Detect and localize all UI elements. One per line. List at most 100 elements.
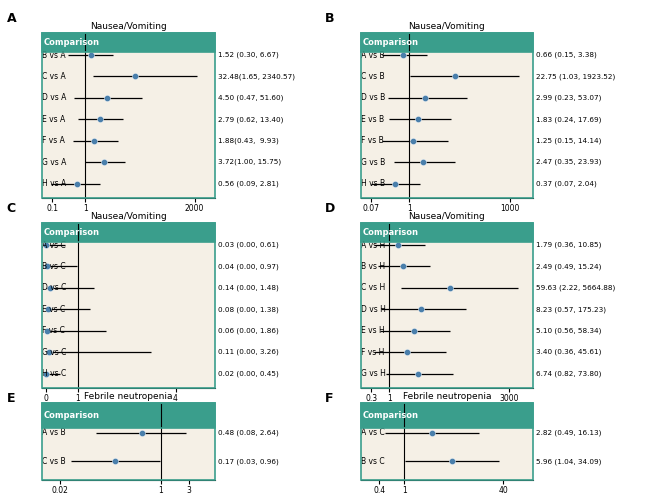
Text: 0.06 (0.00, 1.86): 0.06 (0.00, 1.86) — [218, 328, 279, 334]
Text: Odds Ratio (95% CrI): Odds Ratio (95% CrI) — [536, 228, 630, 236]
Text: A vs B: A vs B — [361, 50, 384, 59]
Bar — [42, 402, 214, 428]
Text: 2.99 (0.23, 53.07): 2.99 (0.23, 53.07) — [536, 94, 602, 101]
Text: F vs A: F vs A — [42, 136, 65, 145]
Title: Febrile neutropenia: Febrile neutropenia — [402, 392, 491, 401]
Bar — [42, 222, 214, 242]
Text: Odds Ratio (95% CrI): Odds Ratio (95% CrI) — [218, 38, 312, 46]
Text: 3.72(1.00, 15.75): 3.72(1.00, 15.75) — [218, 159, 281, 166]
Bar — [42, 32, 214, 198]
Text: H vs A: H vs A — [42, 179, 66, 188]
Text: Comparison: Comparison — [363, 38, 419, 46]
Text: B vs H: B vs H — [361, 262, 385, 271]
Bar — [361, 32, 533, 52]
Text: 2.47 (0.35, 23.93): 2.47 (0.35, 23.93) — [536, 159, 602, 166]
Bar — [361, 402, 533, 428]
Text: 2.82 (0.49, 16.13): 2.82 (0.49, 16.13) — [536, 430, 602, 436]
Text: G vs H: G vs H — [361, 369, 385, 378]
Text: D: D — [325, 202, 335, 215]
Text: Odds Ratio (95% CrI): Odds Ratio (95% CrI) — [536, 38, 630, 46]
Text: 1.83 (0.24, 17.69): 1.83 (0.24, 17.69) — [536, 116, 602, 122]
Bar — [361, 222, 533, 242]
Bar — [42, 402, 214, 428]
Text: E vs A: E vs A — [42, 115, 66, 124]
Title: Nausea/Vomiting: Nausea/Vomiting — [90, 22, 167, 31]
Text: B vs C: B vs C — [42, 262, 66, 271]
Text: H vs C: H vs C — [42, 369, 66, 378]
Text: E vs H: E vs H — [361, 326, 385, 335]
Text: Odds Ratio (95% CrI): Odds Ratio (95% CrI) — [218, 228, 312, 236]
Text: 0.03 (0.00, 0.61): 0.03 (0.00, 0.61) — [218, 242, 279, 248]
Text: C: C — [6, 202, 16, 215]
Text: D vs B: D vs B — [361, 94, 385, 102]
Text: A vs B: A vs B — [42, 428, 66, 437]
Text: 5.96 (1.04, 34.09): 5.96 (1.04, 34.09) — [536, 458, 602, 464]
Text: 0.56 (0.09, 2.81): 0.56 (0.09, 2.81) — [218, 180, 279, 187]
Text: C vs B: C vs B — [42, 457, 66, 466]
Text: 4.50 (0.47, 51.60): 4.50 (0.47, 51.60) — [218, 94, 283, 101]
Text: 1.25 (0.15, 14.14): 1.25 (0.15, 14.14) — [536, 138, 602, 144]
Text: E vs C: E vs C — [42, 305, 66, 314]
Text: E: E — [6, 392, 15, 406]
Text: E vs B: E vs B — [361, 115, 384, 124]
Text: Comparison: Comparison — [44, 228, 100, 236]
Title: Nausea/Vomiting: Nausea/Vomiting — [90, 212, 167, 221]
Text: 1.79 (0.36, 10.85): 1.79 (0.36, 10.85) — [536, 242, 602, 248]
Text: 22.75 (1.03, 1923.52): 22.75 (1.03, 1923.52) — [536, 73, 616, 80]
Text: 0.08 (0.00, 1.38): 0.08 (0.00, 1.38) — [218, 306, 279, 312]
Bar — [42, 32, 214, 52]
Text: C vs H: C vs H — [361, 284, 385, 292]
Title: Nausea/Vomiting: Nausea/Vomiting — [408, 212, 486, 221]
Text: Comparison: Comparison — [363, 411, 419, 420]
Bar — [42, 32, 214, 52]
Text: 0.14 (0.00, 1.48): 0.14 (0.00, 1.48) — [218, 284, 279, 291]
Text: F vs C: F vs C — [42, 326, 65, 335]
Text: D vs A: D vs A — [42, 94, 66, 102]
Text: F vs B: F vs B — [361, 136, 384, 145]
Text: C vs A: C vs A — [42, 72, 66, 81]
Text: H vs B: H vs B — [361, 179, 385, 188]
Text: A: A — [6, 12, 16, 26]
Text: 2.79 (0.62, 13.40): 2.79 (0.62, 13.40) — [218, 116, 283, 122]
Text: 0.17 (0.03, 0.96): 0.17 (0.03, 0.96) — [218, 458, 279, 464]
Title: Nausea/Vomiting: Nausea/Vomiting — [408, 22, 486, 31]
Bar — [361, 32, 533, 52]
Text: F: F — [325, 392, 333, 406]
Text: F vs H: F vs H — [361, 348, 384, 356]
Text: A vs C: A vs C — [361, 428, 385, 437]
Text: 0.37 (0.07, 2.04): 0.37 (0.07, 2.04) — [536, 180, 597, 187]
Text: A vs C: A vs C — [42, 240, 66, 250]
Text: 8.23 (0.57, 175.23): 8.23 (0.57, 175.23) — [536, 306, 606, 312]
Text: 1.52 (0.30, 6.67): 1.52 (0.30, 6.67) — [218, 52, 279, 58]
Text: D vs H: D vs H — [361, 305, 385, 314]
Text: 0.48 (0.08, 2.64): 0.48 (0.08, 2.64) — [218, 430, 279, 436]
Text: 2.49 (0.49, 15.24): 2.49 (0.49, 15.24) — [536, 263, 602, 270]
Text: G vs C: G vs C — [42, 348, 66, 356]
Bar — [42, 222, 214, 242]
Bar — [42, 402, 214, 480]
Text: Odds Ratio (95% CrI): Odds Ratio (95% CrI) — [218, 411, 312, 420]
Text: A vs H: A vs H — [361, 240, 385, 250]
Text: 0.02 (0.00, 0.45): 0.02 (0.00, 0.45) — [218, 370, 279, 377]
Text: 1.88(0.43,  9.93): 1.88(0.43, 9.93) — [218, 138, 279, 144]
Text: 0.04 (0.00, 0.97): 0.04 (0.00, 0.97) — [218, 263, 279, 270]
Bar — [361, 402, 533, 480]
Bar — [361, 222, 533, 242]
Text: B: B — [325, 12, 335, 26]
Text: B vs A: B vs A — [42, 50, 66, 59]
Text: 0.66 (0.15, 3.38): 0.66 (0.15, 3.38) — [536, 52, 597, 58]
Text: 5.10 (0.56, 58.34): 5.10 (0.56, 58.34) — [536, 328, 602, 334]
Text: Comparison: Comparison — [363, 228, 419, 236]
Text: 0.11 (0.00, 3.26): 0.11 (0.00, 3.26) — [218, 349, 279, 356]
Text: Odds Ratio (95% CrI): Odds Ratio (95% CrI) — [536, 411, 630, 420]
Text: 32.48(1.65, 2340.57): 32.48(1.65, 2340.57) — [218, 73, 295, 80]
Text: 59.63 (2.22, 5664.88): 59.63 (2.22, 5664.88) — [536, 284, 616, 291]
Text: Comparison: Comparison — [44, 38, 100, 46]
Title: Febrile neutropenia: Febrile neutropenia — [84, 392, 173, 401]
Text: B vs C: B vs C — [361, 457, 384, 466]
Text: 6.74 (0.82, 73.80): 6.74 (0.82, 73.80) — [536, 370, 602, 377]
Text: D vs C: D vs C — [42, 284, 66, 292]
Text: G vs B: G vs B — [361, 158, 385, 166]
Bar — [42, 222, 214, 388]
Text: G vs A: G vs A — [42, 158, 66, 166]
